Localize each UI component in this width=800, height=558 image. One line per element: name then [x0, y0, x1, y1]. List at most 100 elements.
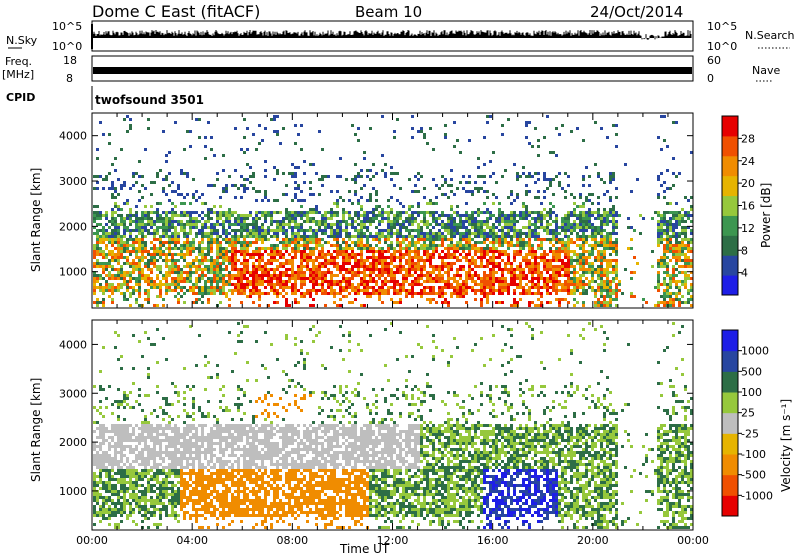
power-colorbar-swatch: [722, 255, 738, 276]
velocity-colorbar-swatch: [722, 392, 738, 414]
power-ytick-label: 4000: [59, 130, 87, 143]
power-ytick-label: 3000: [59, 175, 87, 188]
power-panel: 1000 2000 3000 4000 Slant Range [km]: [29, 112, 694, 309]
velocity-colorbar-tick-label: 500: [741, 365, 762, 378]
freq-unit-label: [MHz]: [2, 68, 34, 81]
station-title: Dome C East (fitACF): [92, 2, 260, 21]
cpid-label: CPID: [6, 91, 35, 104]
velocity-xlabel: Time UT: [339, 542, 390, 554]
velocity-cells-96c83c: [93, 322, 693, 529]
velocity-ytick-label: 2000: [59, 436, 87, 449]
velocity-colorbar-swatch: [722, 330, 738, 352]
velocity-colorbar-swatch: [722, 474, 738, 496]
velocity-colorbar-tick-label: -25: [741, 427, 759, 440]
noise-right-tick-top: 10^5: [707, 20, 737, 33]
cpid-value: twofsound 3501: [95, 93, 204, 107]
power-colorbar-swatch: [722, 116, 738, 137]
power-colorbar-swatch: [722, 235, 738, 256]
beam-title: Beam 10: [355, 3, 422, 21]
velocity-colorbar-tick-label: -500: [741, 469, 766, 482]
velocity-ytick-label: 3000: [59, 387, 87, 400]
velocity-xtick-label: 08:00: [276, 534, 308, 547]
power-ytick-label: 2000: [59, 220, 87, 233]
freq-trace: [93, 67, 692, 74]
power-colorbar-tick-label: 12: [741, 222, 755, 235]
noise-left-tick-bottom: 10^0: [52, 40, 82, 53]
velocity-xtick-label: 04:00: [176, 534, 208, 547]
power-colorbar-swatch: [722, 195, 738, 216]
power-heatmap-cells: [93, 115, 693, 307]
velocity-ylabel: Slant Range [km]: [29, 378, 43, 482]
power-cells-3c9650: [93, 202, 693, 307]
freq-panel-frame: [91, 55, 694, 82]
velocity-cells-f08c00: [180, 394, 369, 529]
noise-panel: N.Sky 10^5 10^0 10^5 10^0 N.Search: [6, 20, 795, 53]
date-title: 24/Oct/2014: [590, 3, 683, 21]
velocity-colorbar-swatch: [722, 371, 738, 393]
power-colorbar-tick-label: 24: [741, 155, 755, 168]
freq-panel: Freq. [MHz] 18 8 60 0 Nave: [2, 54, 780, 85]
power-colorbar: 4 8 12 16 20 24 28 Power [dB]: [721, 115, 773, 296]
freq-label: Freq.: [5, 55, 32, 68]
nsearch-label: N.Search: [745, 29, 795, 42]
velocity-xtick-label: 12:00: [377, 534, 409, 547]
velocity-yticks: 1000 2000 3000 4000: [59, 338, 693, 498]
noise-right-tick-bottom: 10^0: [707, 40, 737, 53]
velocity-xtick-label: 00:00: [677, 534, 709, 547]
power-ytick-label: 1000: [59, 266, 87, 279]
power-cells-e60000: [231, 250, 570, 307]
power-colorbar-cells: [722, 116, 738, 296]
velocity-cells-bebebe: [93, 424, 420, 469]
freq-right-tick-top: 60: [707, 54, 721, 67]
power-colorbar-swatch: [722, 275, 738, 296]
velocity-xtick-label: 00:00: [76, 534, 108, 547]
velocity-ytick-label: 1000: [59, 485, 87, 498]
velocity-xtick-label: 16:00: [477, 534, 509, 547]
power-colorbar-label: Power [dB]: [759, 183, 773, 248]
velocity-cells-2846a0: [483, 469, 558, 529]
velocity-colorbar-ticks: 1000 500 100 25 -25 -100 -500 -1000: [738, 345, 773, 502]
freq-right-tick-bottom: 0: [707, 72, 714, 85]
power-colorbar-swatch: [722, 155, 738, 177]
velocity-colorbar-tick-label: 100: [741, 386, 762, 399]
power-colorbar-tick-label: 8: [741, 244, 748, 257]
power-colorbar-tick-label: 16: [741, 200, 755, 213]
velocity-colorbar-swatch: [722, 495, 738, 517]
velocity-colorbar-swatch: [722, 454, 738, 476]
velocity-panel: 1000 2000 3000 4000 00:00 04:00 08:00 12:00 16:…: [29, 319, 709, 556]
velocity-colorbar-label: Velocity [m s⁻¹]: [779, 399, 793, 492]
power-colorbar-tick-label: 28: [741, 132, 755, 145]
velocity-colorbar-tick-label: 1000: [741, 345, 769, 358]
velocity-colorbar-cells: [722, 330, 738, 517]
freq-left-tick-top: 18: [63, 54, 77, 67]
power-colorbar-swatch: [722, 135, 738, 157]
noise-sky-line: [92, 30, 692, 40]
noise-left-tick-top: 10^5: [52, 20, 82, 33]
velocity-colorbar-swatch: [722, 433, 738, 455]
velocity-colorbar-swatch: [722, 350, 738, 372]
noise-trace: [91, 24, 692, 49]
power-yticks: 1000 2000 3000 4000: [59, 130, 693, 279]
freq-left-tick-bottom: 8: [66, 72, 73, 85]
velocity-colorbar-tick-label: -100: [741, 448, 766, 461]
velocity-colorbar-swatch: [722, 412, 738, 434]
power-ylabel: Slant Range [km]: [29, 168, 43, 272]
velocity-ytick-label: 4000: [59, 338, 87, 351]
velocity-heatmap-cells: [93, 322, 693, 529]
velocity-colorbar-frame: [721, 329, 739, 517]
power-colorbar-swatch: [722, 175, 738, 197]
velocity-cells-1e1ee6: [483, 469, 558, 529]
power-colorbar-swatch: [722, 215, 738, 236]
power-xticks: [91, 113, 694, 308]
power-colorbar-ticks: 4 8 12 16 20 24 28: [738, 132, 755, 280]
nsky-label: N.Sky: [6, 34, 38, 47]
velocity-xticks: 00:00 04:00 08:00 12:00 16:00 20:00 00:00: [76, 320, 709, 547]
velocity-colorbar-tick-label: 25: [741, 407, 755, 420]
power-colorbar-tick-label: 4: [741, 267, 748, 280]
velocity-xtick-label: 20:00: [577, 534, 609, 547]
velocity-colorbar-tick-label: -1000: [741, 489, 773, 502]
velocity-colorbar: 1000 500 100 25 -25 -100 -500 -1000 Velocity [m…: [721, 329, 793, 517]
power-cells-96c83c: [93, 202, 693, 307]
